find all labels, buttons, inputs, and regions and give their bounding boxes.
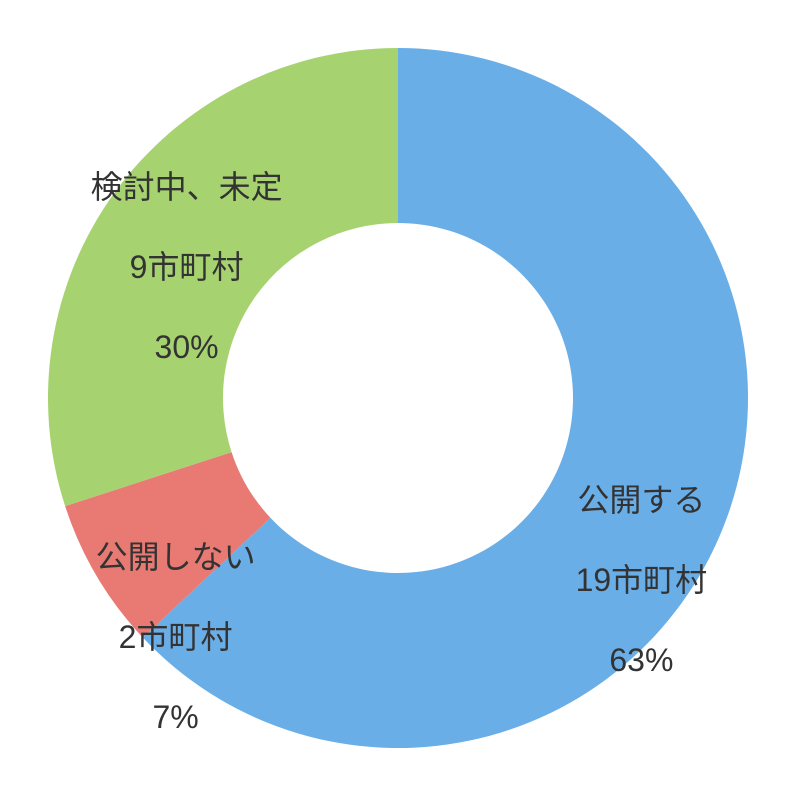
slice-label-undecided: 検討中、未定 9市町村 30% — [55, 127, 283, 407]
slice-label-line: 7% — [152, 699, 198, 735]
slice-label-line: 2市町村 — [119, 619, 233, 655]
donut-chart: 公開する 19市町村 63% 公開しない 2市町村 7% 検討中、未定 9市町村… — [0, 0, 797, 797]
slice-label-line: 63% — [609, 642, 673, 678]
slice-label-line: 30% — [155, 329, 219, 365]
slice-label-line: 公開しない — [96, 539, 256, 575]
slice-label-line: 検討中、未定 — [91, 169, 283, 205]
slice-label-publish: 公開する 19市町村 63% — [540, 440, 707, 720]
slice-label-line: 9市町村 — [130, 249, 244, 285]
slice-label-not-publish: 公開しない 2市町村 7% — [60, 497, 256, 777]
slice-label-line: 公開する — [577, 482, 705, 518]
slice-label-line: 19市町村 — [576, 562, 708, 598]
